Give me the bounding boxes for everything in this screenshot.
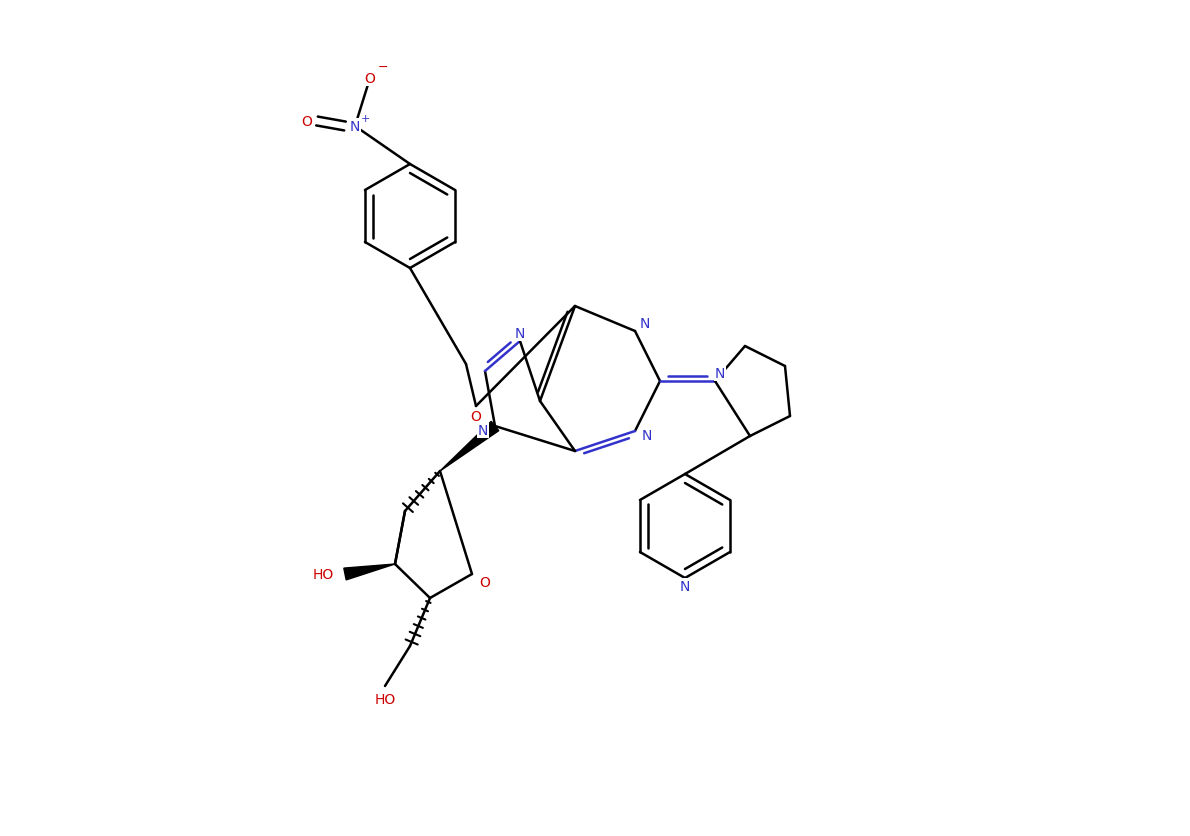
Text: N: N (515, 327, 525, 340)
Text: HO: HO (312, 568, 333, 581)
Text: +: + (361, 114, 370, 124)
Text: N: N (478, 424, 488, 437)
Text: O: O (301, 115, 313, 129)
Text: N: N (715, 366, 725, 380)
Text: HO: HO (375, 692, 395, 706)
Text: N: N (679, 579, 690, 594)
Text: N: N (641, 429, 652, 442)
Text: O: O (470, 410, 482, 424)
Text: O: O (364, 72, 375, 86)
Polygon shape (344, 564, 395, 580)
Polygon shape (440, 422, 499, 472)
Text: N: N (350, 120, 361, 134)
Text: N: N (640, 317, 650, 330)
Text: O: O (480, 575, 490, 589)
Text: −: − (377, 60, 388, 74)
